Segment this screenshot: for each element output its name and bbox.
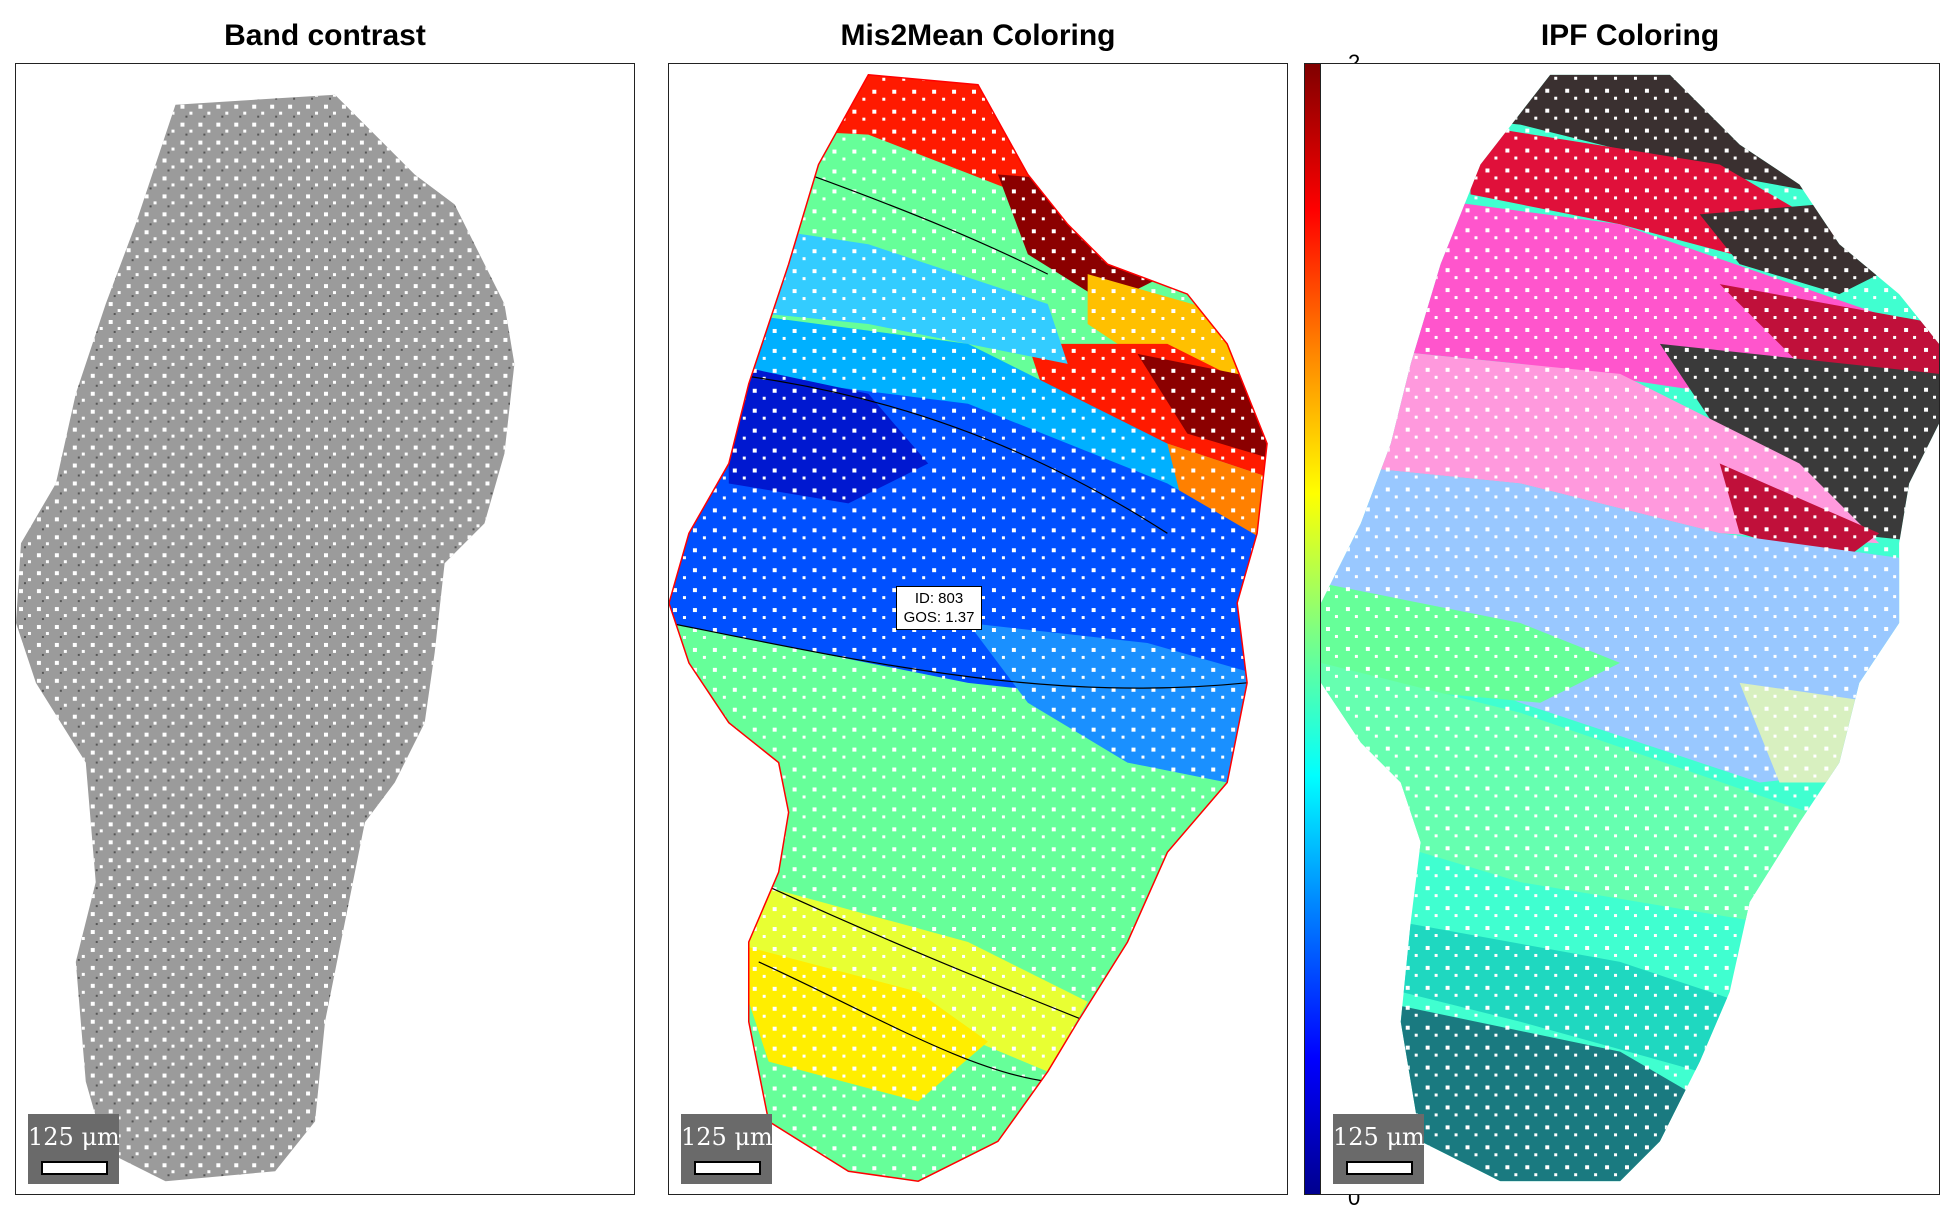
- scalebar: 125 μm: [28, 1114, 120, 1184]
- grain-id: ID: 803: [914, 590, 964, 607]
- panel-title-band-contrast: Band contrast: [224, 19, 426, 52]
- scalebar-bar: [41, 1161, 108, 1175]
- scalebar-bar: [1346, 1161, 1413, 1175]
- scalebar-label: 125 μm: [28, 1123, 120, 1151]
- grain-info-label: ID: 803 GOS: 1.37: [896, 586, 982, 630]
- grain-gos: GOS: 1.37: [903, 609, 975, 626]
- band-contrast-map: 125 μm: [15, 63, 635, 1195]
- ipf-image: [1321, 74, 1939, 1182]
- panel-title-mis2mean: Mis2Mean Coloring: [840, 19, 1116, 52]
- panel-title-ipf: IPF Coloring: [1540, 19, 1720, 52]
- scalebar-label: 125 μm: [681, 1123, 773, 1151]
- scalebar: 125 μm: [1333, 1114, 1425, 1184]
- ipf-map: 125 μm: [1320, 63, 1940, 1195]
- band-contrast-image: [16, 94, 515, 1182]
- mis2mean-image: [669, 74, 1268, 1182]
- scalebar-label: 125 μm: [1333, 1123, 1425, 1151]
- scalebar-bar: [694, 1161, 761, 1175]
- scalebar: 125 μm: [681, 1114, 773, 1184]
- mis2mean-map: 125 μm: [668, 63, 1288, 1195]
